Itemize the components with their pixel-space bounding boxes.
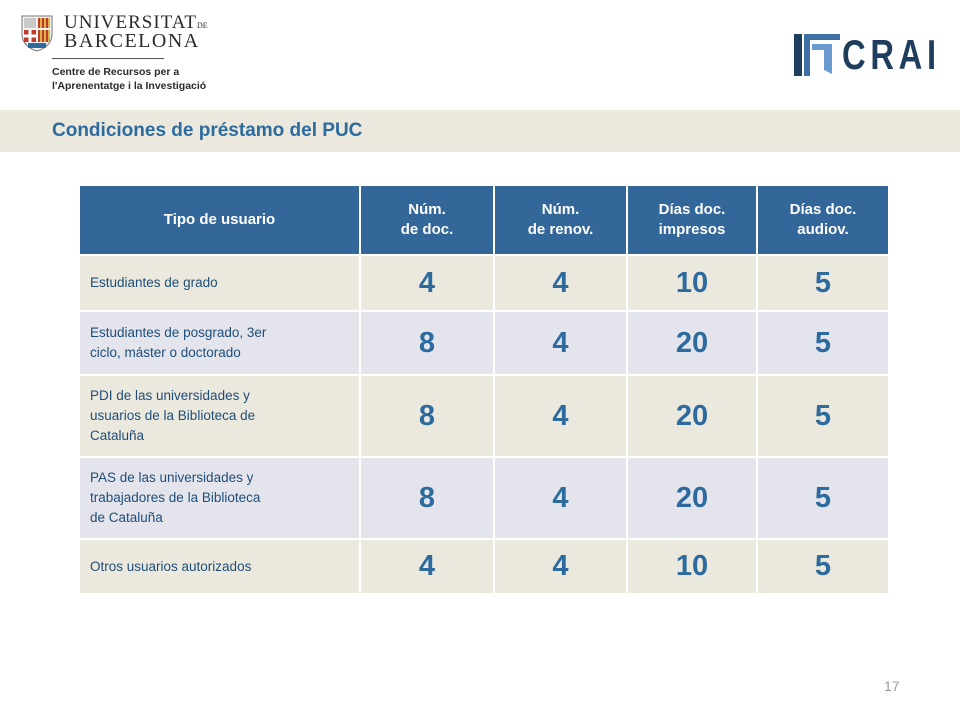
header-dias-audiov: Días doc. audiov. (757, 186, 888, 255)
table-row: Estudiantes de grado 4 4 10 5 (80, 254, 888, 311)
cell-dias-impresos: 10 (627, 254, 758, 311)
cell-user-type: Estudiantes de grado (80, 254, 361, 311)
cell-user-type: PAS de las universidades y trabajadores d… (80, 456, 361, 539)
cell-num-renov: 4 (494, 538, 628, 593)
cell-num-docs: 4 (360, 538, 495, 593)
page-number: 17 (884, 678, 900, 694)
cell-num-docs: 4 (360, 254, 495, 311)
crai-logo: CRAI (790, 28, 940, 86)
cell-dias-audiov: 5 (757, 374, 888, 457)
ub-name-line2: BARCELONA (64, 30, 200, 52)
cell-dias-impresos: 10 (627, 538, 758, 593)
ub-divider (52, 58, 164, 59)
ub-shield-icon (21, 15, 53, 52)
table-row: PDI de las universidades y usuarios de la… (80, 374, 888, 457)
ub-name-de: DE (196, 21, 208, 30)
header-dias-impresos: Días doc. impresos (627, 186, 758, 255)
loan-conditions-table: Tipo de usuario Núm. de doc. Núm. de renov… (80, 186, 888, 593)
title-band (0, 110, 960, 152)
cell-user-type: Estudiantes de posgrado, 3er ciclo, máste… (80, 310, 361, 375)
crai-logo-text: CRAI (842, 31, 941, 78)
cell-num-renov: 4 (494, 254, 628, 311)
crai-emblem-icon (794, 34, 840, 76)
ub-name-line1: UNIVERSITATDE (64, 12, 208, 33)
ub-subtitle-line2: l'Aprenentatge i la Investigació (52, 80, 207, 92)
ub-subtitle-line1: Centre de Recursos per a (52, 66, 180, 78)
cell-num-renov: 4 (494, 374, 628, 457)
cell-num-docs: 8 (360, 374, 495, 457)
cell-dias-audiov: 5 (757, 456, 888, 539)
header-num-doc: Núm. de doc. (360, 186, 495, 255)
header-num-renov: Núm. de renov. (494, 186, 628, 255)
table-header-row: Tipo de usuario Núm. de doc. Núm. de renov… (80, 186, 888, 255)
ub-logo: UNIVERSITATDE BARCELONA Centre de Recurs… (14, 8, 230, 104)
header-tipo-usuario: Tipo de usuario (80, 186, 361, 255)
page-title: Condiciones de préstamo del PUC (52, 120, 363, 141)
cell-num-docs: 8 (360, 456, 495, 539)
cell-dias-audiov: 5 (757, 538, 888, 593)
table-row: PAS de las universidades y trabajadores d… (80, 456, 888, 539)
cell-dias-impresos: 20 (627, 310, 758, 375)
table-row: Estudiantes de posgrado, 3er ciclo, máste… (80, 310, 888, 375)
cell-dias-impresos: 20 (627, 374, 758, 457)
cell-num-renov: 4 (494, 456, 628, 539)
cell-num-docs: 8 (360, 310, 495, 375)
cell-dias-audiov: 5 (757, 310, 888, 375)
cell-dias-audiov: 5 (757, 254, 888, 311)
cell-user-type: Otros usuarios autorizados (80, 538, 361, 593)
cell-user-type: PDI de las universidades y usuarios de la… (80, 374, 361, 457)
cell-num-renov: 4 (494, 310, 628, 375)
cell-dias-impresos: 20 (627, 456, 758, 539)
ub-subtitle: Centre de Recursos per a l'Aprenentatge … (52, 65, 232, 93)
table-row: Otros usuarios autorizados 4 4 10 5 (80, 538, 888, 593)
